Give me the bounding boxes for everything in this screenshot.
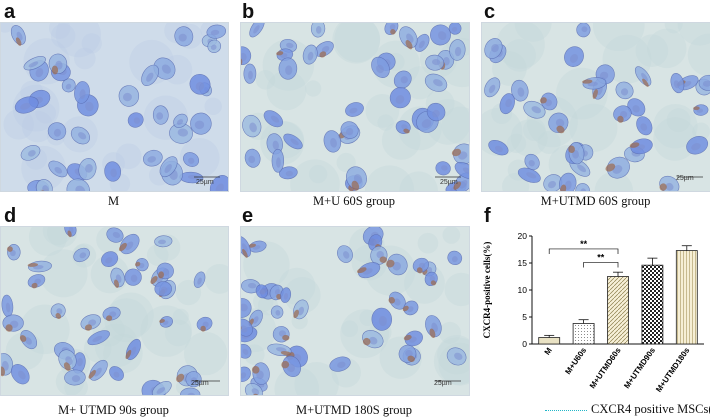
y-axis-label: CXCR4-positive cells(%) (482, 242, 492, 339)
caption-c: M+UTMD 60S group (540, 194, 651, 208)
caption-b: M+U 60S group (312, 194, 396, 208)
legend-label: CXCR4 positive MSCs(%) (591, 402, 710, 416)
scale-bar-label-b: 25µm (440, 179, 458, 186)
y-tick-label: 0 (522, 339, 527, 349)
bar (572, 323, 595, 345)
x-tick-label: M+U60s (563, 346, 588, 377)
caption-d: M+ UTMD 90s group (58, 403, 169, 417)
panel-letter-f: f (484, 205, 491, 227)
y-tick-label: 5 (522, 312, 527, 322)
x-tick-label: M+UTMD60s (588, 346, 623, 391)
significance-label: ** (597, 252, 605, 262)
panel-letter-d: d (4, 205, 17, 227)
scale-bar-label-d: 25µm (191, 380, 209, 387)
chart-legend: CXCR4 positive MSCs(%) (545, 402, 710, 417)
bar (641, 264, 664, 345)
x-tick-label: M+UTMD180s (654, 346, 692, 394)
bar (607, 276, 629, 345)
micrograph-a (0, 22, 229, 192)
legend-line-swatch (545, 409, 587, 411)
y-tick-label: 15 (518, 258, 528, 268)
significance-label: ** (580, 239, 588, 249)
x-tick-label: M (543, 346, 554, 357)
panel-letter-a: a (4, 1, 16, 23)
micrograph-e (240, 226, 470, 396)
scale-bar-label-a: 25µm (196, 179, 214, 186)
bar (538, 337, 561, 345)
caption-a: M (107, 194, 120, 208)
scale-bar-label-e: 25µm (434, 380, 452, 387)
significance-bracket (583, 262, 619, 268)
micrograph-d (0, 226, 229, 396)
y-tick-label: 10 (518, 285, 528, 295)
panel-letter-c: c (484, 1, 496, 23)
y-tick-label: 20 (518, 231, 528, 241)
significance-bracket (548, 248, 619, 254)
x-tick-label: M+UTMD90s (622, 346, 657, 391)
micrograph-c (481, 22, 710, 192)
caption-e: M+UTMD 180S group (295, 403, 413, 417)
panel-letter-e: e (242, 205, 254, 227)
scale-bar-label-c: 25µm (676, 175, 694, 182)
micrograph-b (240, 22, 470, 192)
panel-letter-b: b (242, 1, 255, 23)
bar (675, 250, 698, 345)
